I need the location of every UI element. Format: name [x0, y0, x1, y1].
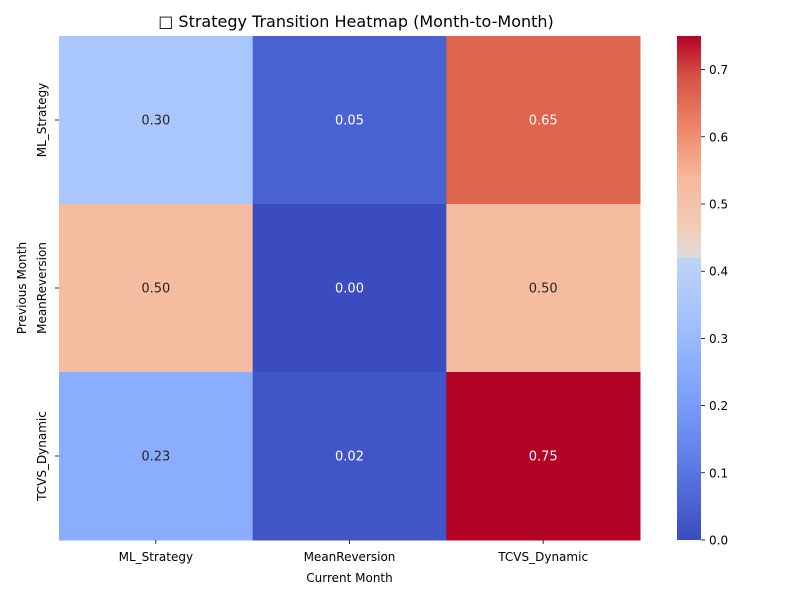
x-tick-label: MeanReversion: [304, 550, 396, 564]
colorbar-tick-label: 0.1: [709, 466, 728, 480]
heatmap-cell: [59, 372, 254, 541]
x-axis-ticks: ML_Strategy MeanReversion TCVS_Dynamic: [119, 540, 588, 564]
colorbar: [677, 36, 701, 540]
y-axis-label: Previous Month: [15, 242, 29, 334]
colorbar-tick-label: 0.5: [709, 198, 728, 212]
y-tick-label: TCVS_Dynamic: [35, 411, 49, 502]
cell-value-label: 0.65: [529, 114, 558, 129]
y-axis-ticks: ML_Strategy MeanReversion TCVS_Dynamic: [35, 83, 59, 502]
x-tick-label: ML_Strategy: [119, 550, 193, 564]
cell-value-label: 0.75: [529, 450, 558, 465]
cell-value-label: 0.02: [335, 450, 364, 465]
y-tick-label: MeanReversion: [35, 242, 49, 334]
heatmap-cell: [252, 372, 447, 541]
colorbar-tick-label: 0.4: [709, 265, 728, 279]
y-tick-label: ML_Strategy: [35, 83, 49, 157]
heatmap-cell: [59, 36, 254, 205]
cell-value-label: 0.23: [141, 450, 170, 465]
heatmap-cells: 0.30 0.05 0.65 0.50 0.00 0.50 0.23 0.02 0.75: [59, 36, 641, 541]
chart-title: □ Strategy Transition Heatmap (Month-to-…: [158, 12, 554, 31]
heatmap-cell: [446, 204, 641, 373]
heatmap-cell: [446, 36, 641, 205]
cell-value-label: 0.30: [141, 114, 170, 129]
cell-value-label: 0.05: [335, 114, 364, 129]
colorbar-tick-label: 0.3: [709, 332, 728, 346]
heatmap-cell: [252, 204, 447, 373]
heatmap-cell: [59, 204, 254, 373]
colorbar-tick-label: 0.2: [709, 399, 728, 413]
x-tick-label: TCVS_Dynamic: [497, 550, 588, 564]
heatmap-cell: [252, 36, 447, 205]
heatmap-cell: [446, 372, 641, 541]
colorbar-tick-label: 0.7: [709, 63, 728, 77]
cell-value-label: 0.50: [141, 282, 170, 297]
colorbar-tick-label: 0.6: [709, 130, 728, 144]
colorbar-tick-label: 0.0: [709, 534, 728, 548]
cell-value-label: 0.00: [335, 282, 364, 297]
colorbar-ticks: 0.0 0.1 0.2 0.3 0.4 0.5 0.6 0.7: [701, 63, 728, 548]
cell-value-label: 0.50: [529, 282, 558, 297]
x-axis-label: Current Month: [306, 571, 393, 585]
